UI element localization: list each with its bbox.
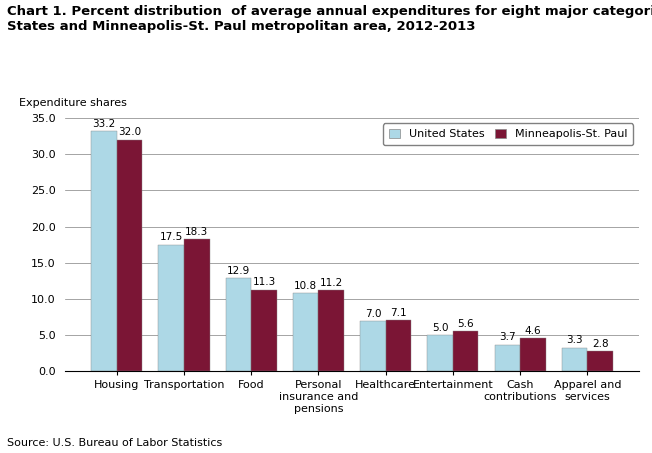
Text: 5.0: 5.0: [432, 323, 449, 333]
Bar: [158, 245, 184, 371]
Bar: [226, 278, 251, 371]
Bar: [453, 331, 479, 371]
Text: 5.6: 5.6: [457, 319, 474, 329]
Text: 12.9: 12.9: [227, 266, 250, 276]
Bar: [520, 338, 546, 371]
Bar: [293, 293, 318, 371]
Legend: United States, Minneapolis-St. Paul: United States, Minneapolis-St. Paul: [383, 123, 633, 145]
Bar: [117, 140, 142, 371]
Bar: [184, 239, 209, 371]
Text: 3.7: 3.7: [499, 333, 516, 342]
Text: Expenditure shares: Expenditure shares: [20, 98, 127, 108]
Text: 33.2: 33.2: [93, 119, 115, 129]
Bar: [427, 335, 453, 371]
Bar: [251, 289, 277, 371]
Bar: [386, 320, 411, 371]
Text: 7.0: 7.0: [364, 308, 381, 318]
Bar: [587, 351, 613, 371]
Text: 7.1: 7.1: [390, 308, 407, 318]
Text: 32.0: 32.0: [118, 127, 141, 137]
Text: 3.3: 3.3: [566, 335, 583, 345]
Bar: [91, 131, 117, 371]
Bar: [360, 321, 386, 371]
Text: 10.8: 10.8: [294, 281, 318, 291]
Text: Chart 1. Percent distribution  of average annual expenditures for eight major ca: Chart 1. Percent distribution of average…: [7, 5, 652, 33]
Bar: [562, 347, 587, 371]
Bar: [318, 290, 344, 371]
Text: 17.5: 17.5: [160, 232, 183, 242]
Text: 11.3: 11.3: [252, 277, 276, 287]
Text: 4.6: 4.6: [525, 326, 541, 336]
Text: Source: U.S. Bureau of Labor Statistics: Source: U.S. Bureau of Labor Statistics: [7, 439, 222, 448]
Bar: [495, 345, 520, 371]
Text: 11.2: 11.2: [319, 278, 343, 288]
Text: 2.8: 2.8: [592, 339, 608, 349]
Text: 18.3: 18.3: [185, 226, 209, 236]
